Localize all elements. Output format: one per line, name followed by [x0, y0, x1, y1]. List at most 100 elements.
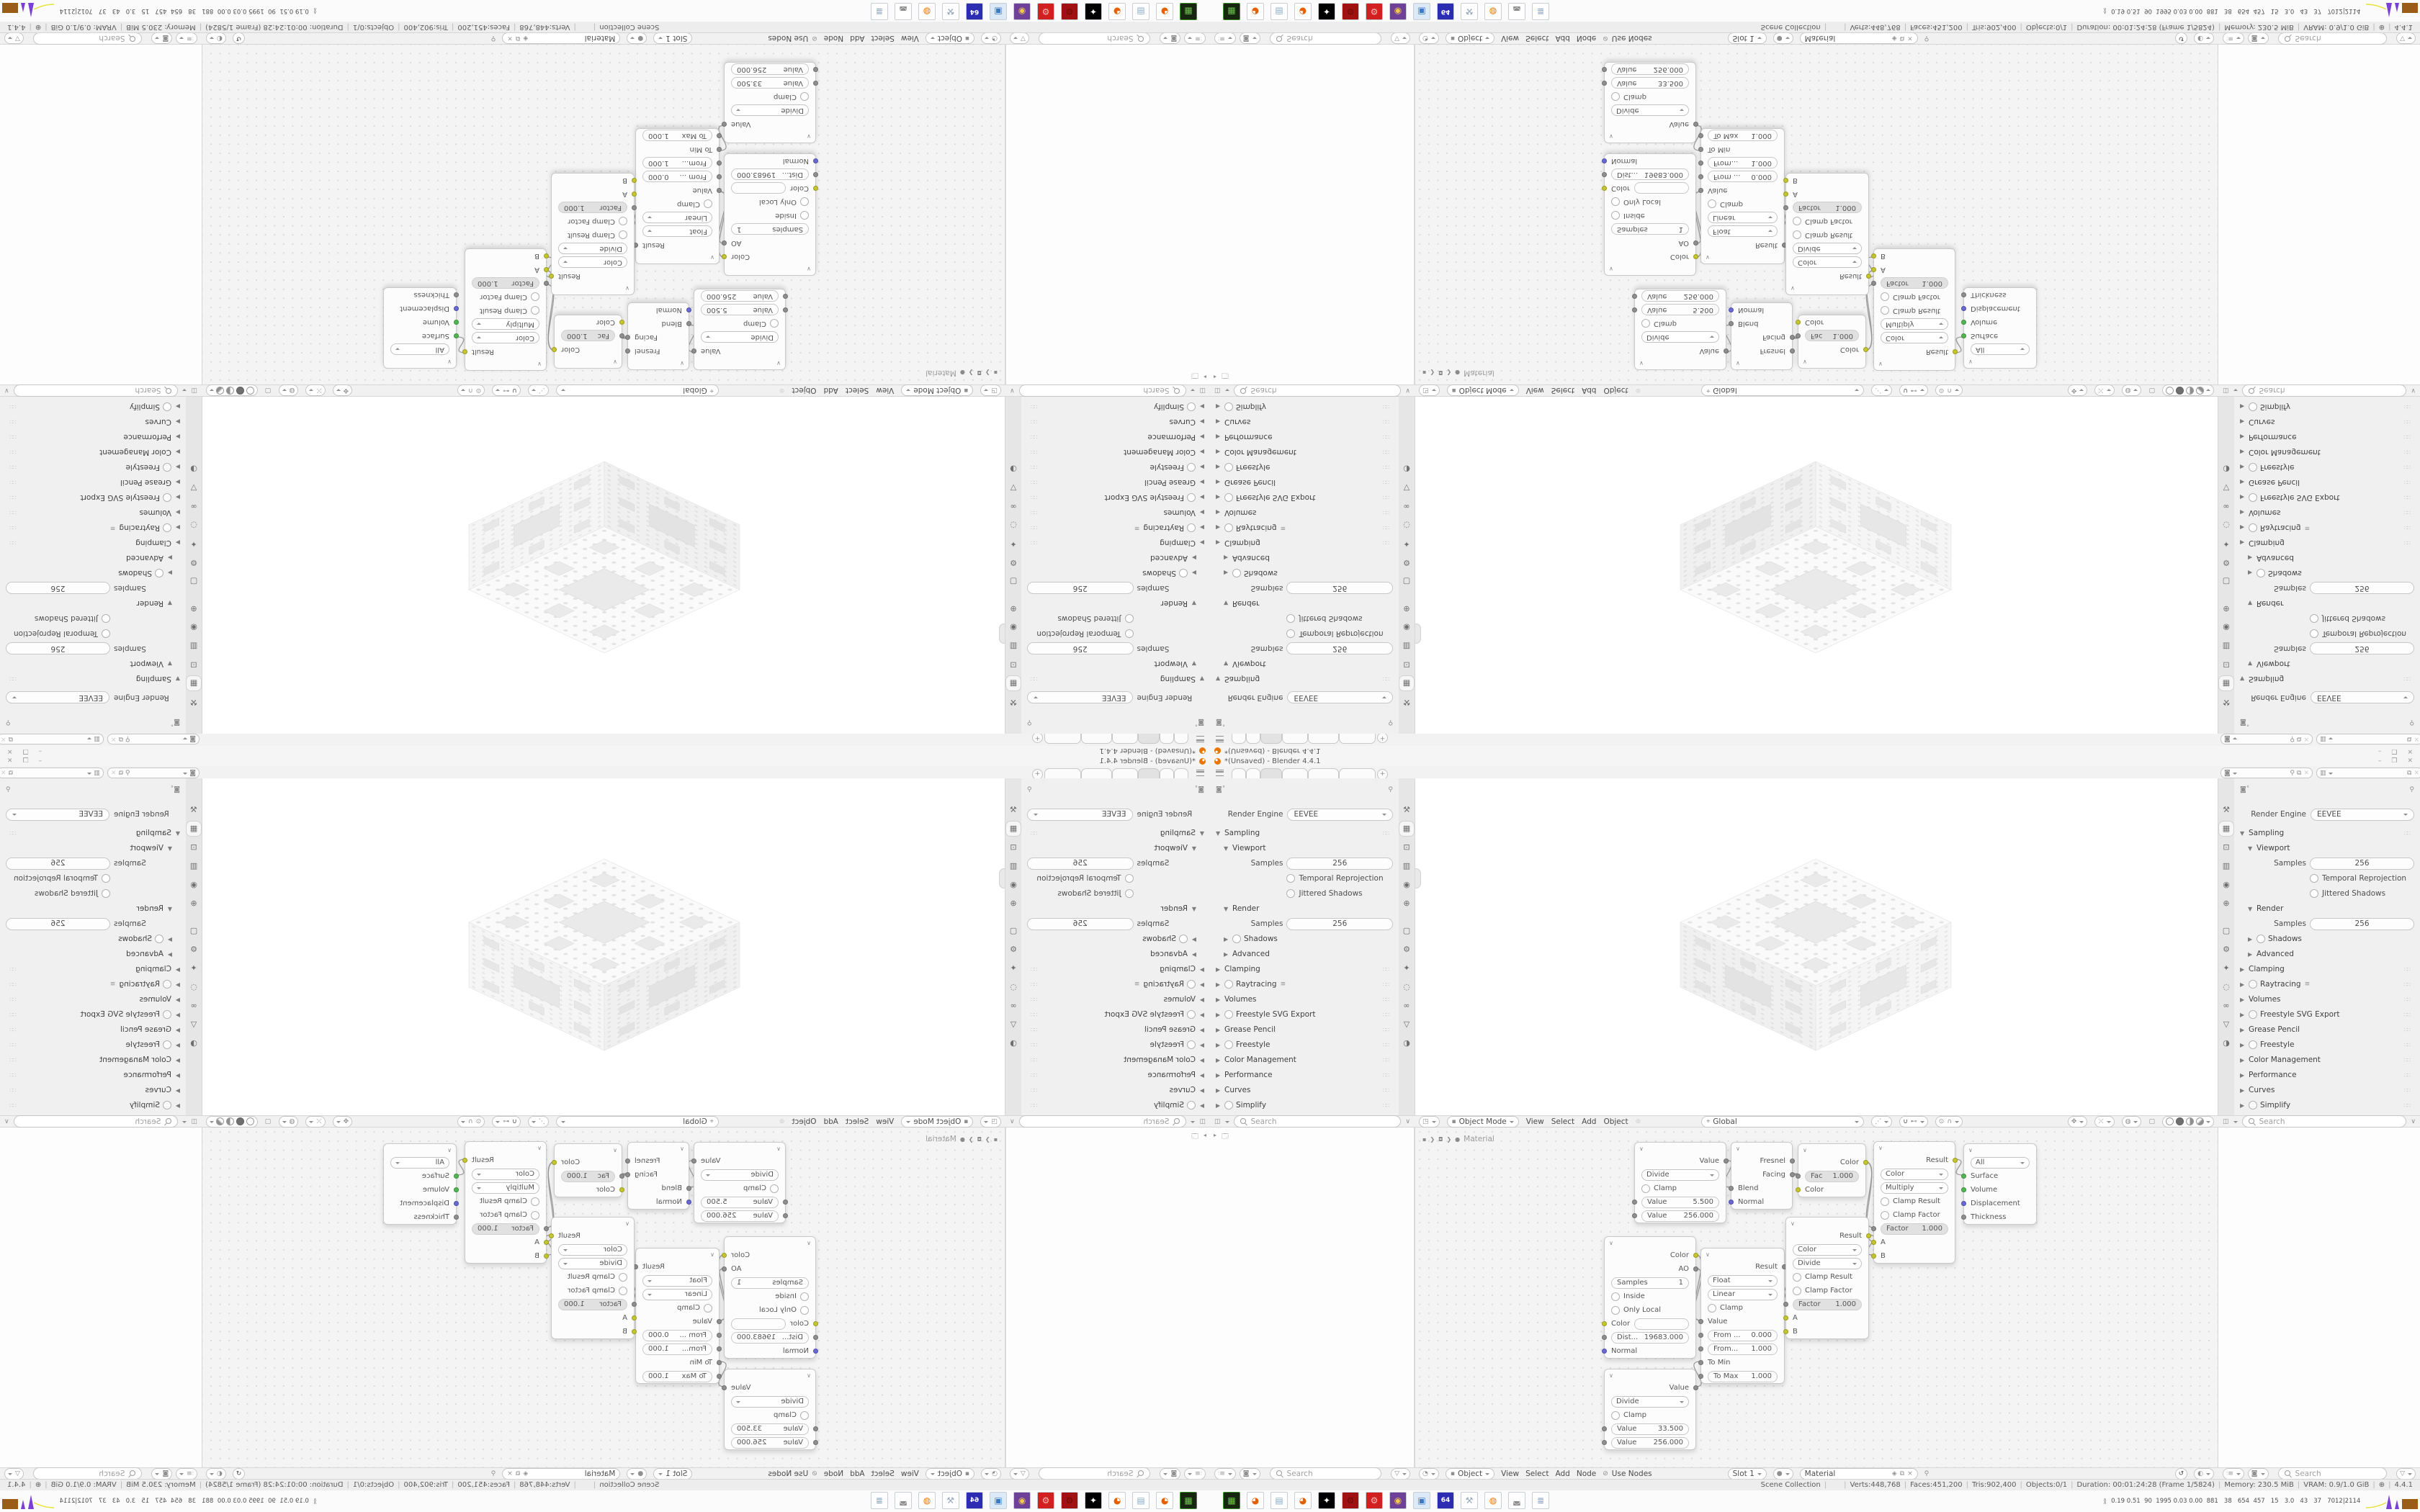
editor-type-icon[interactable]: ◫ [191, 387, 197, 395]
section-checkbox[interactable] [2249, 1101, 2257, 1110]
section-checkbox[interactable] [2249, 463, 2257, 472]
properties-row-render[interactable]: ▼ Render [0, 901, 186, 916]
checkbox-circle[interactable] [531, 306, 539, 315]
workspace-tab[interactable] [1339, 733, 1376, 744]
checkbox[interactable] [1124, 889, 1134, 898]
properties-row-performance[interactable]: ▶ Performance ∷∷ [1021, 430, 1210, 444]
properties-row-advanced[interactable]: ▶ Advanced [1021, 947, 1210, 961]
properties-row-color-management[interactable]: ▶ Color Management ∷∷ [1210, 1053, 1399, 1067]
collapse-icon[interactable]: ∨ [807, 1239, 811, 1246]
output-socket[interactable] [625, 348, 630, 354]
input-socket[interactable] [544, 267, 549, 273]
properties-row-render[interactable]: ▼ Render [2234, 901, 2420, 916]
properties-row-shadows[interactable]: ▶ Shadows [1210, 566, 1399, 580]
menu-add[interactable]: Add [823, 386, 838, 395]
menu-select[interactable]: Select [871, 1469, 895, 1478]
output-socket[interactable] [552, 1159, 557, 1165]
node-checkbox[interactable]: Clamp [1641, 319, 1677, 328]
menu-hamburger-icon[interactable] [1216, 736, 1224, 742]
shading-material-icon[interactable] [2186, 1117, 2194, 1125]
checkbox-circle[interactable] [1793, 230, 1801, 240]
properties-tab-tool[interactable]: ⚒ [2223, 805, 2230, 814]
properties-row-freestyle[interactable]: ▶ Freestyle ∷∷ [0, 460, 186, 474]
taskbar-icon-gimp[interactable]: ◛ [895, 3, 912, 20]
properties-row-clamping[interactable]: ▶ Clamping ∷∷ [1021, 962, 1210, 976]
input-socket[interactable] [1783, 1315, 1788, 1320]
properties-row-samples[interactable]: Samples 256 [1021, 642, 1210, 656]
properties-row-simplify[interactable]: ▶ Simplify ∷∷ [1210, 1098, 1399, 1112]
editor-type-button[interactable]: ◔ [981, 32, 1001, 45]
node-row-from-[interactable]: From ... 0.000 [1698, 170, 1784, 184]
value-field[interactable]: Factor 1.000 [1793, 202, 1862, 214]
input-socket[interactable] [783, 294, 788, 300]
value-field[interactable]: Samples 1 [1611, 223, 1689, 235]
properties-row-grease-pencil[interactable]: ▶ Grease Pencil ∷∷ [2234, 1022, 2420, 1037]
properties-tab-view-layer[interactable]: ▥ [2222, 642, 2231, 651]
workspace-tab[interactable] [1308, 768, 1339, 779]
taskbar-icon-emulator[interactable]: ▦ [1180, 1492, 1197, 1509]
collapse-icon[interactable]: ∨ [1639, 1145, 1644, 1152]
input-socket[interactable] [454, 1200, 459, 1206]
checkbox-circle[interactable] [1793, 1286, 1801, 1295]
properties-row-samples[interactable]: Samples 256 [0, 642, 186, 656]
pin-icon[interactable]: ⚲ [6, 786, 11, 793]
add-workspace-button[interactable]: + [1377, 769, 1388, 780]
checkbox-circle[interactable] [619, 230, 627, 240]
node-row-clamp-factor[interactable]: Clamp Factor [1874, 1208, 1955, 1222]
properties-row-sampling[interactable]: ▼ Sampling ∷∷ [2234, 826, 2420, 840]
properties-row-freestyle[interactable]: ▶ Freestyle ∷∷ [2234, 460, 2420, 474]
shading-wireframe-icon[interactable] [2166, 387, 2174, 395]
output-socket[interactable] [722, 254, 727, 260]
input-socket[interactable] [1729, 307, 1734, 313]
node-header[interactable]: ∨ [1786, 1218, 1868, 1229]
display-mode-dropdown[interactable]: ⫶≡ [1184, 1467, 1206, 1480]
duplicate-icon[interactable]: ⧉ [515, 1470, 521, 1477]
node-checkbox[interactable]: Clamp Factor [480, 292, 539, 302]
node-checkbox[interactable]: Clamp Result [1793, 1272, 1852, 1282]
node-row-color[interactable]: Color [1602, 1317, 1695, 1331]
node-row-multiply[interactable]: Multiply [1874, 1181, 1955, 1194]
options-chevron-icon[interactable]: ∨ [2411, 387, 2416, 395]
properties-row-grease-pencil[interactable]: ▶ Grease Pencil ∷∷ [1021, 1022, 1210, 1037]
properties-row-raytracing[interactable]: ▶ Raytracing ≡ ∷∷ [2234, 977, 2420, 991]
value-field[interactable]: Value 5.500 [1641, 304, 1719, 316]
section-checkbox[interactable] [1232, 935, 1241, 943]
snap-magnet-button[interactable]: ∪ ⊷ [1899, 384, 1928, 397]
workspace-tab[interactable] [1160, 733, 1174, 744]
output-socket[interactable] [1866, 274, 1871, 279]
checkbox-circle[interactable] [770, 319, 779, 328]
region-handle[interactable] [999, 624, 1005, 644]
node-header[interactable]: ∨ [465, 359, 546, 370]
outliner-search-left[interactable]: Search [1269, 1467, 1382, 1480]
node-row-color[interactable]: Color [1874, 1167, 1955, 1181]
output-socket[interactable] [1693, 122, 1698, 127]
input-socket[interactable] [1729, 321, 1734, 327]
render-engine-dropdown[interactable]: EEVEE [1287, 691, 1393, 704]
properties-row-shadows[interactable]: ▶ Shadows [2234, 566, 2420, 580]
input-socket[interactable] [717, 188, 722, 194]
menu-view[interactable]: View [1501, 34, 1520, 43]
collapse-icon[interactable]: ∨ [1791, 1220, 1795, 1227]
outliner-left[interactable]: ▸ 🗔 [1210, 45, 1415, 384]
properties-tab-render[interactable]: ▦ [1399, 822, 1414, 836]
properties-row-jittered-shadows[interactable]: Jittered Shadows [1210, 886, 1399, 901]
collapse-icon[interactable]: ∨ [625, 285, 629, 292]
display-mode-dropdown[interactable]: ⫶≡ [176, 1467, 197, 1480]
collapse-icon[interactable]: ∨ [1736, 360, 1740, 367]
slot-dropdown[interactable]: Slot 1 [653, 1467, 693, 1480]
value-field[interactable]: Fac 1.000 [561, 330, 615, 342]
editor-type-icon[interactable]: ◫ [191, 1117, 197, 1125]
node-dropdown[interactable]: Multiply [472, 318, 539, 330]
properties-row-grease-pencil[interactable]: ▶ Grease Pencil ∷∷ [0, 475, 186, 490]
input-socket[interactable] [1698, 1359, 1703, 1365]
output-socket[interactable] [1790, 348, 1795, 354]
shading-mode-group[interactable] [2162, 384, 2214, 397]
transform-orientation-dropdown[interactable]: ⌖ Global [1701, 384, 1865, 397]
duplicate-icon[interactable]: ⧉ [118, 735, 123, 743]
taskbar-icon-firefox[interactable]: ◕ [1156, 3, 1173, 20]
properties-search-right[interactable]: Search [13, 1115, 179, 1128]
node-header[interactable]: ∨ [1731, 358, 1792, 369]
collapse-icon[interactable]: ∨ [613, 359, 617, 366]
taskbar-icon-firefox-2[interactable]: ◕ [1294, 1492, 1312, 1509]
node-header[interactable]: ∨ [636, 1248, 719, 1260]
